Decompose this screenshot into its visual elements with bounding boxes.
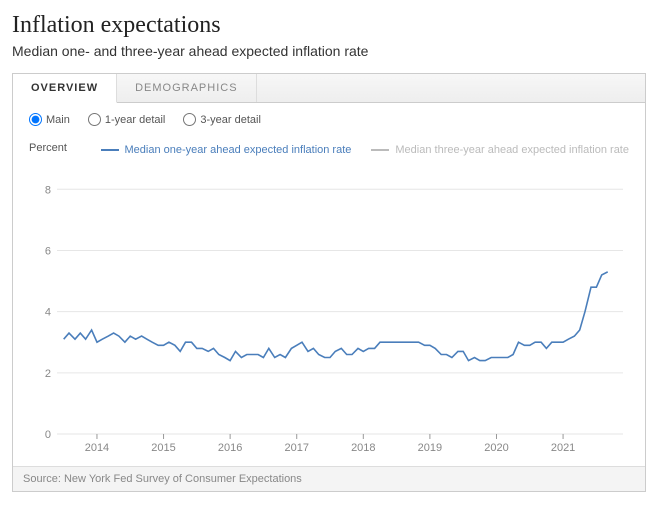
legend-item-1yr[interactable]: Median one-year ahead expected inflation… <box>101 144 352 156</box>
svg-text:6: 6 <box>45 245 51 257</box>
tab-demographics[interactable]: DEMOGRAPHICS <box>117 74 256 102</box>
svg-text:2015: 2015 <box>151 442 175 454</box>
svg-text:2014: 2014 <box>85 442 109 454</box>
radio-3yr[interactable]: 3-year detail <box>183 113 261 126</box>
svg-text:2018: 2018 <box>351 442 375 454</box>
svg-text:2017: 2017 <box>284 442 308 454</box>
source-note: Source: New York Fed Survey of Consumer … <box>13 466 645 491</box>
y-axis-label: Percent <box>29 142 67 154</box>
svg-text:2: 2 <box>45 368 51 380</box>
svg-text:8: 8 <box>45 184 51 196</box>
legend-item-3yr[interactable]: Median three-year ahead expected inflati… <box>371 144 629 156</box>
svg-text:2020: 2020 <box>484 442 508 454</box>
page-title: Inflation expectations <box>12 12 646 39</box>
chart-body: Percent Median one-year ahead expected i… <box>13 132 645 466</box>
chart-header: Percent Median one-year ahead expected i… <box>29 138 629 168</box>
radio-main-label: Main <box>46 114 70 126</box>
legend-label-1yr: Median one-year ahead expected inflation… <box>125 144 352 156</box>
legend: Median one-year ahead expected inflation… <box>101 144 629 156</box>
plot-area: 0 2 4 6 8 2014 2015 2016 2017 2018 2019 2020 2021 <box>29 168 629 458</box>
legend-label-3yr: Median three-year ahead expected inflati… <box>395 144 629 156</box>
radio-3yr-input[interactable] <box>183 113 196 126</box>
chart-panel: OVERVIEW DEMOGRAPHICS Main 1-year detail… <box>12 73 646 492</box>
radio-1yr-input[interactable] <box>88 113 101 126</box>
legend-swatch-3yr <box>371 149 389 151</box>
page-subtitle: Median one- and three-year ahead expecte… <box>12 43 646 59</box>
radio-main-input[interactable] <box>29 113 42 126</box>
radio-1yr-label: 1-year detail <box>105 114 166 126</box>
radio-group: Main 1-year detail 3-year detail <box>13 103 645 132</box>
tab-overview[interactable]: OVERVIEW <box>13 74 117 103</box>
line-chart-svg: 0 2 4 6 8 2014 2015 2016 2017 2018 2019 2020 2021 <box>29 168 629 458</box>
legend-swatch-1yr <box>101 149 119 151</box>
svg-text:2016: 2016 <box>218 442 242 454</box>
radio-main[interactable]: Main <box>29 113 70 126</box>
svg-text:2019: 2019 <box>418 442 442 454</box>
svg-text:4: 4 <box>45 307 51 319</box>
radio-3yr-label: 3-year detail <box>200 114 261 126</box>
radio-1yr[interactable]: 1-year detail <box>88 113 166 126</box>
svg-text:2021: 2021 <box>551 442 575 454</box>
svg-text:0: 0 <box>45 429 51 441</box>
tab-bar: OVERVIEW DEMOGRAPHICS <box>13 74 645 103</box>
